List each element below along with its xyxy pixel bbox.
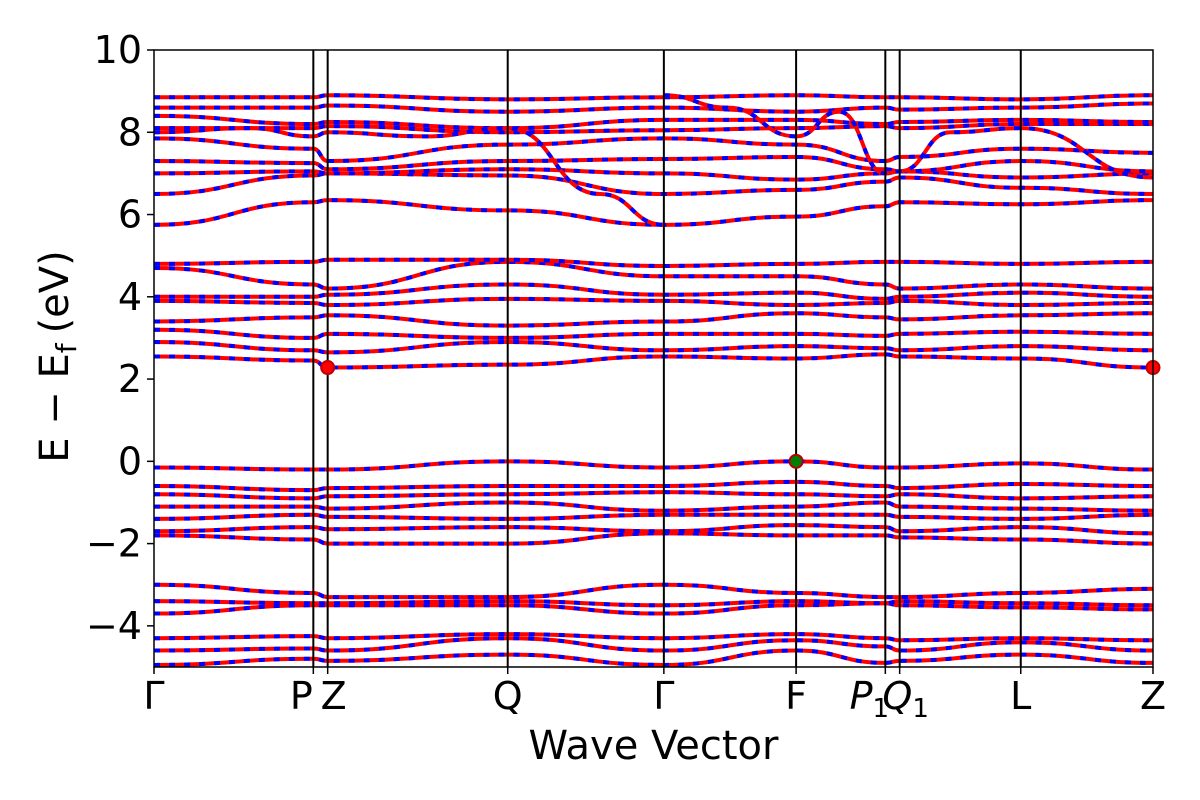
y-axis-label-main: E − E xyxy=(32,353,78,463)
x-tick-label-4: Γ xyxy=(653,674,674,718)
x-tick-label-2: Z xyxy=(321,674,347,718)
y-axis-label-unit: (eV) xyxy=(32,250,78,333)
y-axis-label: E − Ef (eV) xyxy=(32,250,83,463)
y-tick-label-0: 10 xyxy=(94,28,142,72)
x-tick-label-0: Γ xyxy=(143,674,164,718)
x-tick-label-9: Z xyxy=(1140,674,1166,718)
y-tick-label-5: 0 xyxy=(118,439,142,483)
x-axis-label: Wave Vector xyxy=(529,723,780,769)
cbm-marker-0 xyxy=(321,361,334,374)
x-tick-label-subscript-7: 1 xyxy=(912,694,929,724)
band-5 xyxy=(154,585,1153,597)
extrema-markers xyxy=(321,361,1159,468)
band-21-overlay xyxy=(154,200,1153,225)
band-16 xyxy=(154,313,1153,325)
y-tick-label-2: 6 xyxy=(118,193,142,237)
y-tick-label-7: −4 xyxy=(86,604,142,648)
y-tick-label-1: 8 xyxy=(118,110,142,154)
y-axis-label-subscript: f xyxy=(50,342,83,353)
y-ticks: 10 8 6 4 2 0 −2 −4 xyxy=(86,28,154,648)
x-tick-label-1: P xyxy=(290,674,313,718)
x-tick-label-8: L xyxy=(1010,674,1031,718)
y-tick-label-3: 4 xyxy=(118,275,142,319)
x-tick-label-3: Q xyxy=(493,674,523,718)
y-tick-label-6: −2 xyxy=(86,522,142,566)
x-tick-label-5: F xyxy=(785,674,807,718)
vbm-marker-2 xyxy=(790,455,803,468)
y-tick-label-4: 2 xyxy=(118,357,142,401)
bands-layer xyxy=(154,95,1153,665)
x-tick-label-7: Q1 xyxy=(882,674,928,724)
band-0-overlay xyxy=(154,651,1153,665)
